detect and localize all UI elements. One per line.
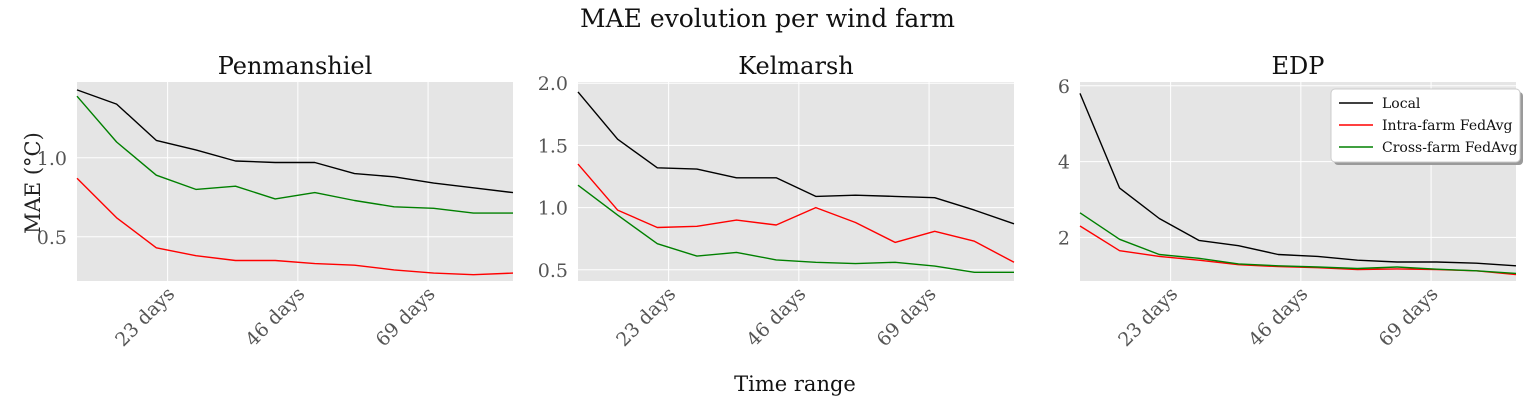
- chart-panel-2: 0.5 1.0 1.5 2.0 23 days 46 days 69 days Kelmars…: [538, 52, 1015, 351]
- x-tick-label: 69 days: [873, 283, 941, 351]
- series-line-cross-farm-fedavg: [577, 184, 1014, 273]
- series-line-local: [577, 91, 1015, 225]
- y-tick-label: 0.5: [37, 227, 67, 249]
- x-tick-label: 46 days: [1244, 283, 1312, 351]
- x-tick-label: 46 days: [241, 283, 309, 351]
- y-tick-label: 0.5: [538, 260, 568, 282]
- legend-label: Cross-farm FedAvg: [1382, 140, 1518, 156]
- y-tick-label: 1.0: [538, 198, 568, 220]
- x-tick-label: 46 days: [742, 283, 810, 351]
- series-line-intra-farm-fedavg: [76, 177, 514, 276]
- legend-label: Intra-farm FedAvg: [1382, 118, 1513, 134]
- x-tick-label: 69 days: [372, 283, 440, 351]
- series-line-cross-farm-fedavg: [76, 95, 513, 214]
- y-tick-label: 2: [1058, 227, 1070, 249]
- y-tick-label: 1.5: [538, 135, 568, 157]
- x-tick-label: 23 days: [612, 283, 680, 351]
- panel-title: Kelmarsh: [738, 52, 853, 80]
- y-tick-label: 4: [1058, 152, 1070, 174]
- legend-label: Local: [1382, 96, 1421, 112]
- y-tick-label: 6: [1058, 76, 1070, 98]
- y-tick-label: 1.0: [37, 148, 67, 170]
- plot-area: [77, 82, 513, 281]
- series-line-intra-farm-fedavg: [577, 163, 1015, 263]
- legend-box: [1330, 88, 1521, 163]
- panel-title: EDP: [1272, 52, 1325, 80]
- series-line-local: [76, 89, 514, 194]
- x-axis-label: Time range: [734, 372, 856, 396]
- x-tick-label: 23 days: [1114, 283, 1182, 351]
- legend: Local Intra-farm FedAvg Cross-farm FedAvg: [1330, 88, 1523, 165]
- plot-area: [578, 82, 1014, 281]
- panel-title: Penmanshiel: [218, 52, 373, 80]
- y-tick-label: 2.0: [538, 73, 568, 95]
- x-tick-label: 23 days: [111, 283, 179, 351]
- chart-panel-3: 2 4 6 23 days 46 days 69 days EDP Local Intra-fa…: [1058, 52, 1523, 351]
- chart-panel-1: 0.5 1.0 23 days 46 days 69 days Penmanshiel: [37, 52, 514, 351]
- series-line-local: [1079, 93, 1517, 267]
- x-tick-label: 69 days: [1375, 283, 1443, 351]
- figure-title: MAE evolution per wind farm: [579, 4, 955, 33]
- series-line-cross-farm-fedavg: [1079, 212, 1517, 275]
